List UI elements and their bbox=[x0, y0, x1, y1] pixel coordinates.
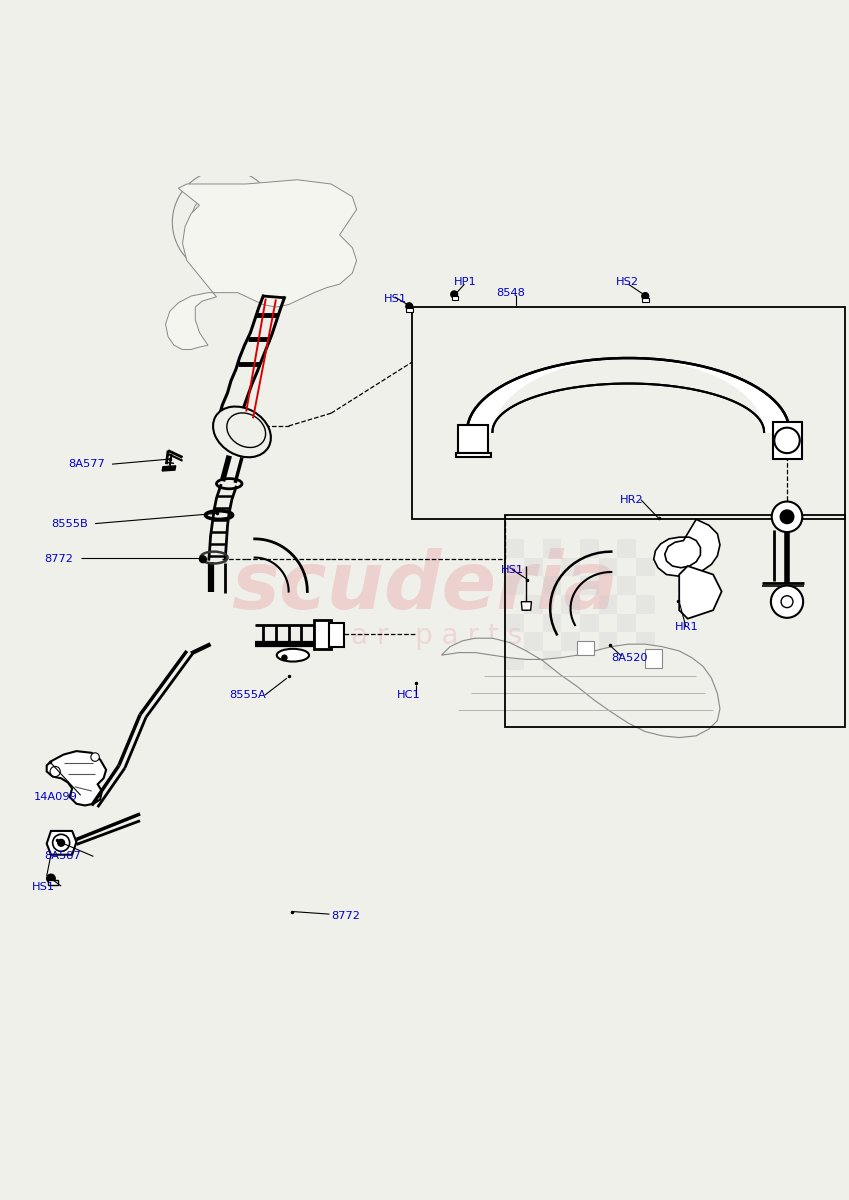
Polygon shape bbox=[654, 520, 720, 576]
Text: 8555A: 8555A bbox=[229, 690, 266, 700]
Polygon shape bbox=[162, 466, 176, 470]
Bar bbox=[543, 650, 561, 670]
Bar bbox=[505, 539, 524, 558]
Text: HS1: HS1 bbox=[32, 882, 55, 892]
Text: 8A520: 8A520 bbox=[611, 653, 648, 662]
Polygon shape bbox=[642, 298, 649, 302]
Bar bbox=[599, 632, 617, 650]
Bar bbox=[543, 613, 561, 632]
Text: c a r   p a r t s: c a r p a r t s bbox=[327, 622, 522, 649]
Bar bbox=[636, 595, 655, 613]
Text: HP1: HP1 bbox=[454, 277, 477, 287]
Circle shape bbox=[451, 290, 458, 298]
Bar bbox=[617, 650, 636, 670]
Text: 8772: 8772 bbox=[331, 911, 360, 920]
Bar bbox=[561, 558, 580, 576]
Bar bbox=[524, 632, 543, 650]
Text: HR1: HR1 bbox=[675, 622, 699, 632]
Polygon shape bbox=[645, 649, 662, 668]
Bar bbox=[524, 558, 543, 576]
Circle shape bbox=[200, 556, 206, 563]
Bar bbox=[524, 595, 543, 613]
Polygon shape bbox=[456, 454, 491, 457]
Circle shape bbox=[47, 875, 55, 883]
Bar bbox=[580, 539, 599, 558]
Polygon shape bbox=[458, 425, 488, 454]
Polygon shape bbox=[521, 601, 531, 610]
Bar bbox=[599, 595, 617, 613]
Circle shape bbox=[172, 169, 278, 275]
Bar bbox=[543, 576, 561, 595]
Bar bbox=[617, 539, 636, 558]
Bar bbox=[580, 576, 599, 595]
Circle shape bbox=[191, 188, 259, 256]
Bar bbox=[617, 613, 636, 632]
Polygon shape bbox=[452, 296, 458, 300]
Bar bbox=[505, 613, 524, 632]
Ellipse shape bbox=[277, 649, 309, 661]
Polygon shape bbox=[329, 623, 344, 647]
Text: HR2: HR2 bbox=[620, 494, 644, 505]
Text: 8555B: 8555B bbox=[51, 518, 87, 528]
Text: scuderia: scuderia bbox=[231, 548, 618, 626]
Circle shape bbox=[91, 752, 99, 761]
Bar bbox=[505, 576, 524, 595]
Polygon shape bbox=[406, 308, 413, 312]
Text: 14A099: 14A099 bbox=[34, 792, 78, 802]
Circle shape bbox=[780, 510, 794, 523]
Circle shape bbox=[772, 502, 802, 532]
Circle shape bbox=[771, 586, 803, 618]
Bar bbox=[636, 558, 655, 576]
Polygon shape bbox=[48, 880, 58, 886]
Bar bbox=[617, 576, 636, 595]
Polygon shape bbox=[166, 180, 357, 349]
Text: HS1: HS1 bbox=[501, 565, 524, 575]
Text: HS1: HS1 bbox=[384, 294, 407, 304]
Circle shape bbox=[406, 302, 413, 310]
Text: HS2: HS2 bbox=[616, 277, 638, 287]
Bar bbox=[580, 613, 599, 632]
Polygon shape bbox=[47, 751, 106, 805]
Bar bbox=[543, 539, 561, 558]
Bar bbox=[599, 558, 617, 576]
Circle shape bbox=[642, 293, 649, 300]
Bar bbox=[505, 650, 524, 670]
Circle shape bbox=[58, 840, 65, 846]
Circle shape bbox=[53, 834, 70, 851]
Text: 8A577: 8A577 bbox=[68, 460, 104, 469]
Circle shape bbox=[282, 655, 287, 660]
Text: 8772: 8772 bbox=[44, 554, 73, 564]
Circle shape bbox=[774, 427, 800, 454]
Text: 8A587: 8A587 bbox=[44, 851, 81, 862]
Polygon shape bbox=[679, 566, 722, 619]
Bar bbox=[505, 515, 845, 727]
Polygon shape bbox=[314, 620, 331, 649]
Circle shape bbox=[523, 604, 530, 610]
Polygon shape bbox=[773, 421, 802, 460]
Bar bbox=[561, 632, 580, 650]
Polygon shape bbox=[441, 638, 720, 738]
Polygon shape bbox=[577, 641, 594, 655]
Circle shape bbox=[210, 206, 240, 238]
Bar bbox=[412, 307, 845, 520]
Ellipse shape bbox=[213, 407, 271, 457]
Text: 8548: 8548 bbox=[497, 288, 526, 298]
Bar bbox=[636, 632, 655, 650]
Polygon shape bbox=[47, 830, 76, 854]
Circle shape bbox=[781, 595, 793, 607]
Text: HC1: HC1 bbox=[397, 690, 421, 700]
Bar bbox=[561, 595, 580, 613]
Bar bbox=[580, 650, 599, 670]
Circle shape bbox=[50, 767, 60, 776]
